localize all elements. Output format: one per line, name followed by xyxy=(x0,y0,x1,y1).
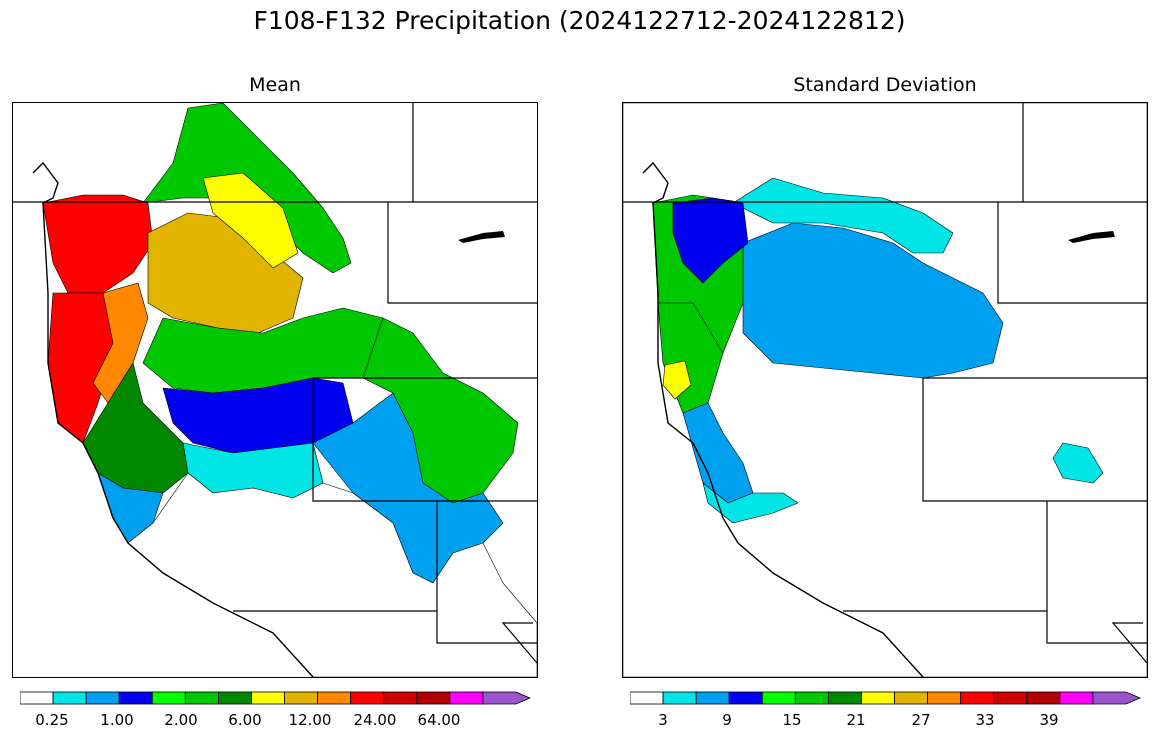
sd-tick-5: 33 xyxy=(975,711,995,729)
colorbar-swatch xyxy=(317,691,352,705)
colorbar-swatch xyxy=(350,691,385,705)
region-northern-idaho xyxy=(202,172,299,269)
region-northern-california xyxy=(702,482,799,524)
mean-tick-1: 1.00 xyxy=(100,711,134,729)
colorbar-swatch xyxy=(217,691,252,705)
colorbar-swatch xyxy=(927,691,962,705)
colorbar-swatch xyxy=(728,691,763,705)
colorbar-swatch xyxy=(1059,691,1094,705)
region-idaho-montana xyxy=(742,222,1004,379)
colorbar-swatch xyxy=(449,691,484,705)
colorbar-swatch xyxy=(482,691,532,705)
mean-tick-6: 64.00 xyxy=(417,711,461,729)
region-oregon-yellow-spot xyxy=(662,360,692,400)
colorbar-swatch xyxy=(118,691,153,705)
sd-tick-3: 21 xyxy=(846,711,866,729)
colorbar-swatch xyxy=(662,691,697,705)
mean-tick-4: 12.00 xyxy=(288,711,332,729)
map-stddev xyxy=(622,102,1148,678)
colorbar-swatch xyxy=(960,691,995,705)
panel-title-mean: Mean xyxy=(249,74,301,96)
colorbar-stddev-svg xyxy=(629,691,1142,705)
colorbar-mean xyxy=(19,690,532,710)
colorbar-swatch xyxy=(184,691,219,705)
colorbar-swatch xyxy=(1092,691,1142,705)
colorbar-swatch xyxy=(19,691,54,705)
colorbar-swatch xyxy=(85,691,120,705)
colorbar-swatch xyxy=(1026,691,1061,705)
sd-tick-1: 9 xyxy=(722,711,732,729)
map-mean xyxy=(12,102,538,678)
region-olympic-peninsula xyxy=(672,197,749,284)
figure-title: F108-F132 Precipitation (2024122712-2024… xyxy=(253,6,906,35)
colorbar-swatch xyxy=(383,691,418,705)
sd-tick-2: 15 xyxy=(782,711,802,729)
region-washington-coast xyxy=(42,194,154,294)
region-columbia-basin xyxy=(147,212,304,334)
colorbar-swatch xyxy=(761,691,796,705)
region-columbia-basin xyxy=(732,177,954,254)
colorbar-swatch xyxy=(993,691,1028,705)
sd-tick-0: 3 xyxy=(658,711,668,729)
mean-tick-0: 0.25 xyxy=(35,711,69,729)
colorbar-swatch xyxy=(629,691,664,705)
mean-tick-3: 6.00 xyxy=(228,711,262,729)
sd-tick-4: 27 xyxy=(911,711,931,729)
colorbar-swatch xyxy=(151,691,186,705)
colorbar-swatch xyxy=(52,691,87,705)
map-stddev-svg xyxy=(623,103,1147,677)
colorbar-swatch xyxy=(284,691,318,705)
colorbar-swatch xyxy=(827,691,862,705)
colorbar-stddev xyxy=(629,690,1142,710)
colorbar-swatch xyxy=(251,691,285,705)
mean-tick-2: 2.00 xyxy=(164,711,198,729)
map-mean-svg xyxy=(13,103,537,677)
region-colorado-patches xyxy=(1052,442,1104,484)
colorbar-swatch xyxy=(894,691,928,705)
colorbar-swatch xyxy=(794,691,829,705)
sd-tick-6: 39 xyxy=(1039,711,1059,729)
colorbar-swatch xyxy=(695,691,730,705)
panel-title-stddev: Standard Deviation xyxy=(793,74,977,96)
mean-tick-5: 24.00 xyxy=(353,711,397,729)
colorbar-swatch xyxy=(416,691,451,705)
colorbar-swatch xyxy=(861,691,895,705)
colorbar-mean-svg xyxy=(19,691,532,705)
